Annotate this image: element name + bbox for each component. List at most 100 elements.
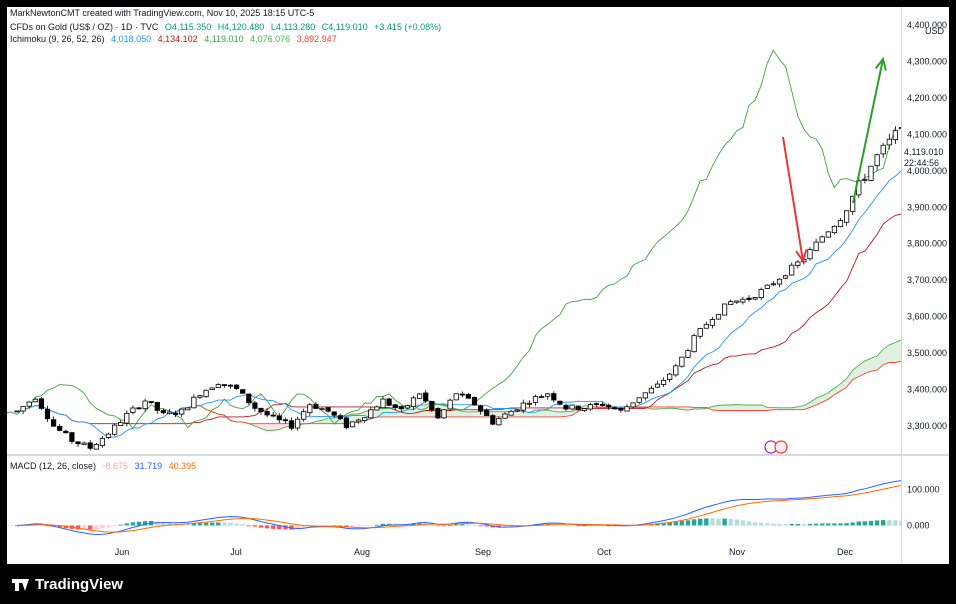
price-tick-label: 3,300.000 <box>907 421 947 431</box>
time-axis[interactable]: Jun Jul Aug Sep Oct Nov Dec <box>115 547 854 557</box>
price-tick-label: 4,000.000 <box>907 166 947 176</box>
cloud-segment <box>468 411 475 417</box>
price-tick-label: 4,400.000 <box>907 20 947 30</box>
cloud-segment <box>267 423 274 431</box>
tenkan-value: 4,018.050 <box>111 34 152 44</box>
candle <box>587 402 594 411</box>
macd-histogram-bar <box>45 525 50 527</box>
cloud-segment <box>724 405 731 411</box>
cloud-segment <box>529 412 536 417</box>
cloud-segment <box>736 404 743 411</box>
cloud-segment <box>810 398 817 408</box>
symbol-legend[interactable]: CFDs on Gold (US$ / OZ) · 1D · TVC O4,11… <box>10 22 445 32</box>
cloud-segment <box>761 405 768 411</box>
macd-histogram-bar <box>246 525 251 527</box>
price-axis[interactable]: USD 3,300.000 3,400.000 3,500.000 3,600.000… <box>901 7 949 564</box>
candle <box>837 218 844 228</box>
candle <box>630 402 636 409</box>
chart-area[interactable]: Jun Jul Aug Sep Oct Nov Dec MarkNewtonCMT crea… <box>7 7 949 564</box>
macd-histogram-bar <box>332 525 337 527</box>
cloud-segment <box>541 409 548 417</box>
candle <box>191 394 197 409</box>
currency-label[interactable]: USD <box>924 26 944 36</box>
candle <box>221 384 227 388</box>
time-axis-label: Sep <box>475 547 491 557</box>
cloud-segment <box>474 411 481 417</box>
macd-line-value: 31.719 <box>134 461 163 471</box>
cloud-segment <box>871 356 878 372</box>
candle <box>715 314 722 320</box>
macd-histogram-bar <box>862 521 868 526</box>
time-axis-label: Jul <box>230 547 242 557</box>
chart-credit: MarkNewtonCMT created with TradingView.c… <box>10 8 315 18</box>
macd-histogram-bar <box>563 525 569 527</box>
macd-histogram-bar <box>478 525 483 527</box>
macd-histogram-bar <box>374 524 380 526</box>
candle <box>825 230 831 238</box>
senkou-span-b <box>175 360 901 425</box>
cloud-segment <box>688 406 695 411</box>
macd-histogram-bar <box>716 518 721 526</box>
macd-histogram-bar <box>167 522 172 526</box>
ichimoku-label[interactable]: Ichimoku (9, 26, 52, 26) <box>10 34 105 44</box>
candle <box>734 300 740 304</box>
candle <box>471 396 478 406</box>
macd-label[interactable]: MACD (12, 26, close) <box>10 461 97 471</box>
macd-histogram-bar <box>685 520 691 526</box>
candle <box>722 303 728 316</box>
macd-legend[interactable]: MACD (12, 26, close) -8.675 31.719 40.39… <box>10 461 200 471</box>
cloud-segment <box>742 405 749 411</box>
candle <box>105 432 112 440</box>
macd-histogram-bar <box>734 519 739 526</box>
candle <box>282 417 289 424</box>
macd-pane <box>7 480 901 536</box>
macd-histogram-bar <box>460 524 465 526</box>
macd-histogram-bar <box>185 523 190 526</box>
macd-histogram-bar <box>606 525 611 527</box>
macd-histogram-bar <box>380 523 386 526</box>
candle <box>38 396 45 411</box>
macd-histogram-bar <box>100 525 105 529</box>
candle <box>319 407 325 411</box>
symbol-name[interactable]: CFDs on Gold (US$ / OZ) · 1D · TVC <box>10 22 159 32</box>
event-markers[interactable] <box>764 440 788 454</box>
cloud-segment <box>535 409 542 417</box>
macd-histogram-bar <box>435 525 441 527</box>
macd-histogram-bar <box>130 522 136 526</box>
cloud-segment <box>523 411 530 417</box>
macd-line <box>16 480 901 536</box>
candle <box>862 173 868 184</box>
candles <box>14 126 901 451</box>
cloud-segment <box>254 423 261 429</box>
ichimoku-legend[interactable]: Ichimoku (9, 26, 52, 26) 4,018.050 4,134… <box>10 34 341 44</box>
cloud-segment <box>858 360 865 377</box>
macd-histogram-bar <box>832 523 837 526</box>
macd-histogram-bar <box>740 520 746 526</box>
candle <box>404 405 411 409</box>
time-axis-label: Nov <box>729 547 746 557</box>
candle <box>197 394 203 399</box>
macd-histogram-bar <box>673 521 678 526</box>
candle <box>606 403 612 410</box>
candle <box>288 417 295 431</box>
macd-histogram-bar <box>264 525 270 529</box>
candle <box>581 408 587 413</box>
cloud-segment <box>456 409 463 417</box>
candle <box>69 432 75 445</box>
kijun-sen <box>16 213 901 425</box>
cloud-segment <box>712 405 719 411</box>
candle <box>441 409 447 420</box>
macd-histogram-bar <box>868 520 874 526</box>
candle <box>514 409 520 413</box>
macd-signal-value: 40.395 <box>168 461 197 471</box>
price-chart[interactable]: Jun Jul Aug Sep Oct Nov Dec <box>7 7 901 564</box>
price-tick-label: 4,200.000 <box>907 93 947 103</box>
candle <box>398 405 404 412</box>
macd-histogram-bar <box>759 522 764 526</box>
candle <box>112 423 118 436</box>
candle <box>325 407 331 413</box>
macd-histogram-bar <box>679 520 685 526</box>
macd-histogram-bar <box>124 523 129 526</box>
macd-histogram-bar <box>429 524 434 526</box>
